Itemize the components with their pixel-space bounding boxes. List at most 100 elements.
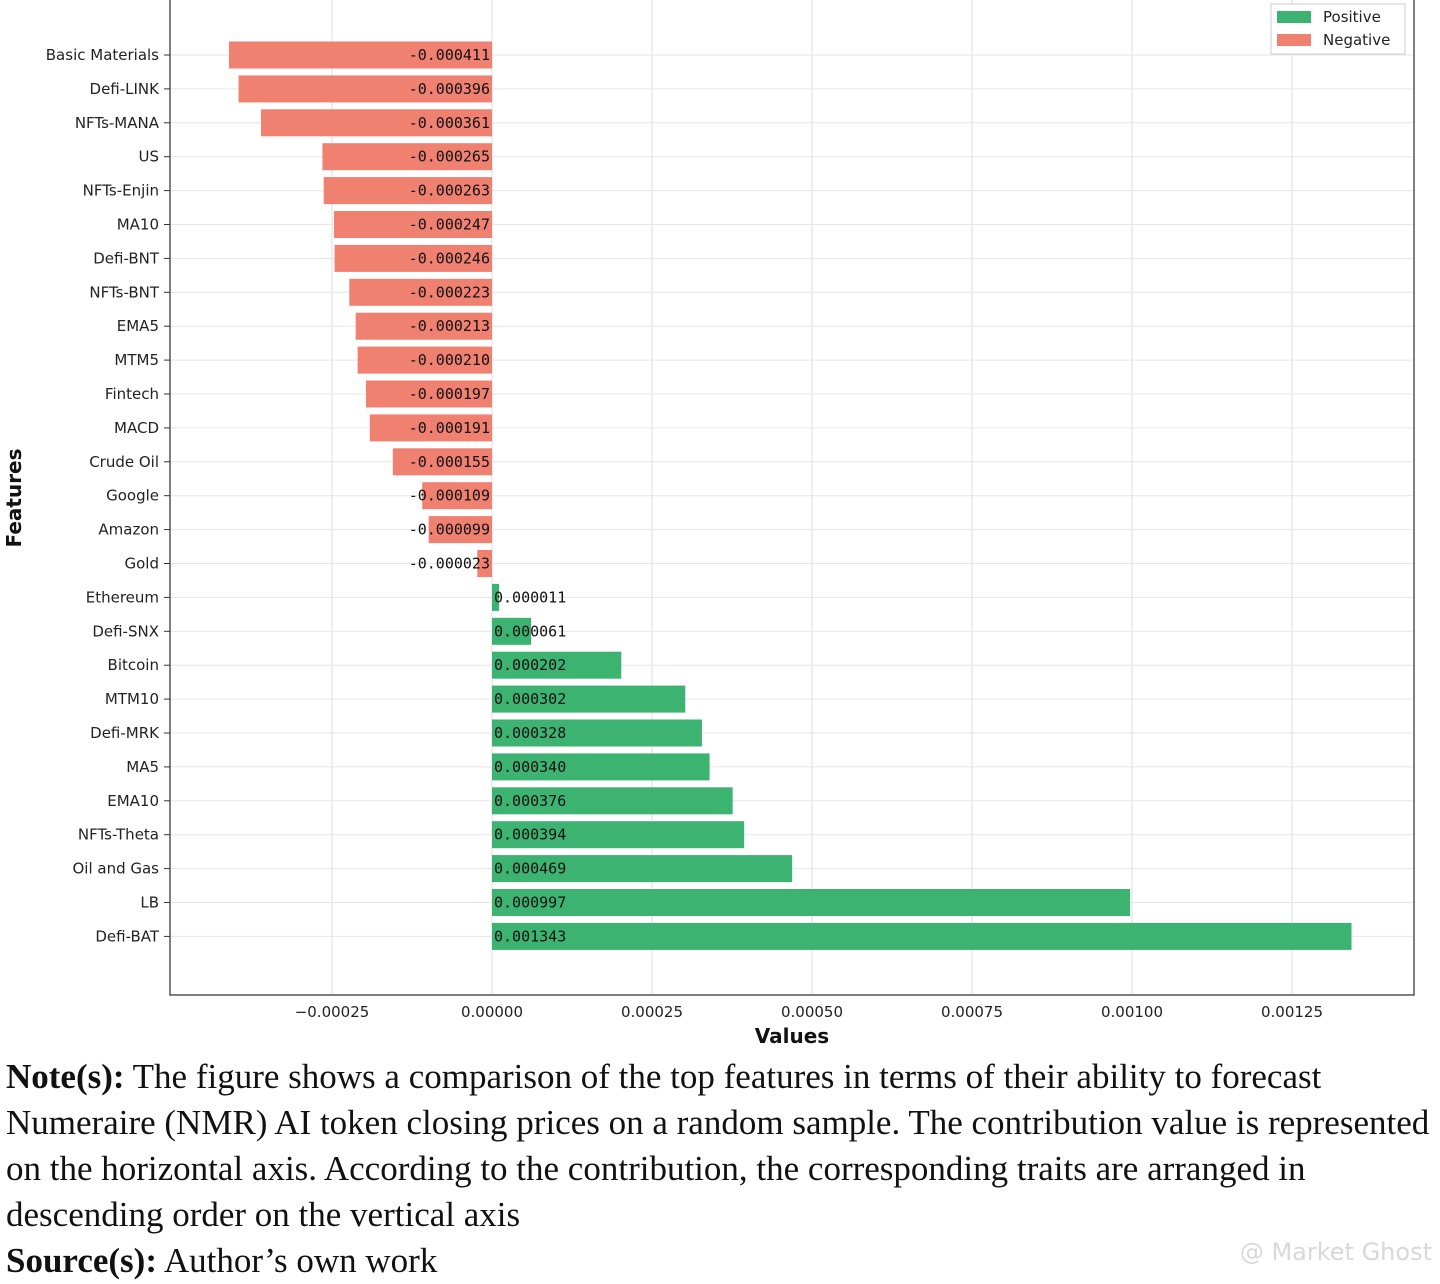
x-tick-labels: −0.00025 0.00000 0.00025 0.00050 0.00075 0.00… (295, 1003, 1323, 1021)
bar (492, 922, 1352, 950)
bar-value-label: -0.000210 (409, 351, 490, 369)
bar (492, 855, 793, 883)
feature-label: MA5 (126, 758, 159, 776)
feature-label: MTM5 (114, 351, 159, 369)
feature-label: NFTs-MANA (75, 114, 160, 132)
source-label: Source(s): (6, 1241, 157, 1280)
bar (238, 75, 492, 103)
feature-label: MA10 (117, 216, 159, 234)
feature-label: Defi-MRK (90, 724, 160, 742)
bar (492, 685, 686, 713)
bar (492, 583, 500, 611)
bar-value-label: 0.000394 (494, 826, 566, 844)
legend-label: Negative (1323, 31, 1390, 49)
bar (369, 414, 492, 442)
bar (357, 346, 492, 374)
bar-value-label: -0.000263 (409, 182, 490, 200)
feature-labels: Basic Materials Defi-LINK NFTs-MANA US NFTs-… (46, 46, 170, 945)
bar (333, 211, 492, 238)
bar-value-label: -0.000109 (409, 487, 490, 505)
x-tick-label: 0.00050 (781, 1003, 843, 1021)
figure-note: Note(s): The figure shows a comparison o… (6, 1054, 1436, 1238)
feature-label: Oil and Gas (72, 860, 159, 878)
bar-chart: -0.000411 -0.000396 -0.000361 -0.000265 -0.0… (2, 0, 1415, 1048)
watermark: @ Market Ghost (1239, 1238, 1432, 1266)
bar (392, 448, 492, 476)
bar-value-label: 0.000061 (494, 622, 566, 640)
legend-swatch (1277, 34, 1311, 46)
feature-label: Google (106, 487, 159, 505)
bars: -0.000411 -0.000396 -0.000361 -0.000265 -0.0… (228, 41, 1352, 950)
bar (322, 143, 492, 171)
bar-value-label: -0.000023 (409, 555, 490, 573)
bar-value-label: 0.000328 (494, 724, 566, 742)
plot-frame (169, 0, 1415, 996)
feature-label: MTM10 (105, 690, 159, 708)
feature-label: Amazon (98, 521, 159, 539)
bar-value-label: 0.000997 (494, 894, 566, 912)
note-text: The figure shows a comparison of the top… (6, 1057, 1430, 1234)
bar-value-label: 0.000202 (494, 656, 566, 674)
bar (422, 482, 492, 510)
bar (492, 889, 1131, 916)
feature-label: Defi-LINK (90, 80, 161, 98)
feature-label: MACD (114, 419, 159, 437)
bar (260, 109, 492, 137)
bar-value-label: -0.000155 (409, 453, 490, 471)
feature-label: Defi-BAT (95, 927, 159, 945)
bar-value-label: -0.000411 (409, 46, 490, 64)
bar (492, 617, 532, 645)
feature-label: Defi-SNX (92, 622, 159, 640)
y-axis-title: Features (2, 448, 26, 547)
x-tick-label: −0.00025 (295, 1003, 370, 1021)
bar (492, 719, 702, 747)
bar-value-label: 0.000302 (494, 690, 566, 708)
bar-value-label: -0.000223 (409, 283, 490, 301)
feature-label: Bitcoin (108, 656, 159, 674)
bar-value-label: -0.000361 (409, 114, 490, 132)
x-tick-label: 0.00000 (461, 1003, 523, 1021)
bar-value-label: 0.000340 (494, 758, 566, 776)
bar (355, 312, 492, 340)
bar-value-label: 0.000376 (494, 792, 566, 810)
x-axis-title: Values (755, 1024, 829, 1048)
figure-source: Source(s): Author’s own work (6, 1238, 1436, 1284)
bar-value-label: 0.000011 (494, 588, 566, 606)
bar (428, 516, 492, 544)
bar-value-label: 0.001343 (494, 927, 566, 945)
bar-value-label: -0.000099 (409, 521, 490, 539)
bar-value-label: -0.000265 (409, 148, 490, 166)
feature-label: NFTs-Enjin (83, 182, 159, 200)
bar-value-label: -0.000197 (409, 385, 490, 403)
bar-value-label: -0.000246 (409, 249, 490, 267)
bar-value-label: 0.000469 (494, 860, 566, 878)
feature-label: Defi-BNT (93, 249, 160, 267)
source-text: Author’s own work (157, 1241, 438, 1280)
bar (365, 380, 492, 408)
bar-value-label: -0.000213 (409, 317, 490, 335)
bar (477, 550, 492, 577)
bar (492, 787, 733, 815)
feature-label: NFTs-Theta (78, 826, 159, 844)
axes-box (169, 0, 1415, 996)
x-tick-label: 0.00125 (1261, 1003, 1323, 1021)
x-tick-label: 0.00025 (621, 1003, 683, 1021)
bar (492, 821, 745, 849)
feature-label: Gold (125, 555, 160, 573)
x-tick-label: 0.00100 (1101, 1003, 1163, 1021)
bar (334, 244, 492, 272)
bar (228, 41, 492, 69)
feature-label: EMA5 (117, 317, 159, 335)
feature-label: EMA10 (107, 792, 159, 810)
feature-label: Crude Oil (89, 453, 159, 471)
feature-label: Fintech (105, 385, 159, 403)
bar-value-label: -0.000396 (409, 80, 490, 98)
feature-label: Ethereum (86, 588, 159, 606)
note-label: Note(s): (6, 1057, 125, 1096)
bar-value-label: -0.000247 (409, 216, 490, 234)
bar (349, 278, 492, 306)
bar-value-label: -0.000191 (409, 419, 490, 437)
feature-label: NFTs-BNT (89, 283, 159, 301)
feature-label: LB (140, 894, 159, 912)
bar (492, 651, 622, 679)
